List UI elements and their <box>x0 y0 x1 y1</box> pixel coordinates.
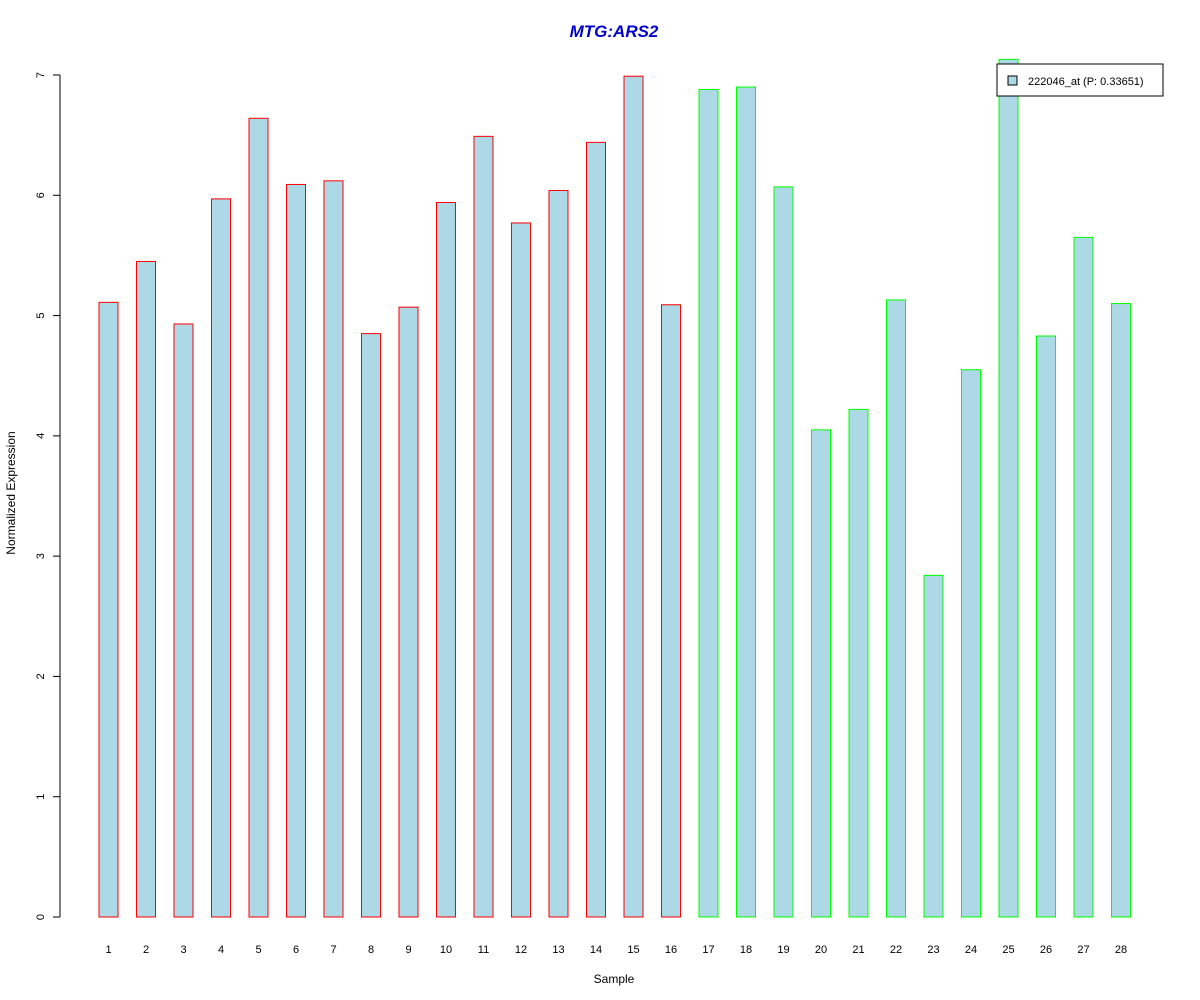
bar-sample-24 <box>961 369 981 918</box>
x-tick-label: 11 <box>478 944 489 956</box>
y-tick-label: 1 <box>35 794 47 800</box>
bar-sample-27 <box>1073 236 1094 918</box>
x-tick-label: 8 <box>368 944 374 956</box>
x-axis-label: Sample <box>594 972 635 986</box>
x-tick-label: 16 <box>665 944 677 956</box>
bar-sample-19 <box>773 186 794 918</box>
x-tick-label: 28 <box>1115 944 1127 956</box>
x-tick-label: 13 <box>552 944 564 956</box>
bar-sample-12 <box>511 222 531 918</box>
legend-label: 222046_at (P: 0.33651) <box>1028 76 1144 88</box>
x-tick-label: 1 <box>105 944 111 956</box>
x-tick-label: 12 <box>515 944 527 956</box>
y-axis-ticks: 0 1 2 3 4 5 6 7 <box>35 72 60 920</box>
y-axis-label: Normalized Expression <box>4 431 18 554</box>
x-tick-label: 18 <box>740 944 752 956</box>
bars-group <box>98 58 1131 918</box>
x-tick-label: 22 <box>890 944 902 956</box>
y-tick-label: 5 <box>35 313 47 319</box>
bar-sample-11 <box>473 135 494 918</box>
bar-sample-9 <box>398 306 419 918</box>
bar-sample-14 <box>586 141 606 918</box>
x-tick-label: 15 <box>627 944 639 956</box>
bar-sample-26 <box>1036 335 1056 918</box>
bar-sample-25 <box>998 58 1019 918</box>
x-tick-label: 23 <box>927 944 939 956</box>
x-tick-label: 5 <box>255 944 261 956</box>
x-tick-label: 20 <box>815 944 827 956</box>
x-tick-label: 17 <box>702 944 714 956</box>
x-tick-label: 14 <box>590 944 602 956</box>
bar-sample-8 <box>361 333 381 918</box>
x-tick-label: 10 <box>440 944 452 956</box>
x-tick-label: 21 <box>852 944 864 956</box>
bar-sample-1 <box>98 301 119 918</box>
legend-swatch <box>1007 75 1018 86</box>
bar-sample-7 <box>323 180 344 918</box>
x-tick-label: 4 <box>218 944 224 956</box>
bar-sample-21 <box>848 408 869 918</box>
y-tick-label: 2 <box>35 673 47 679</box>
y-tick-label: 3 <box>35 553 47 559</box>
x-tick-label: 6 <box>293 944 299 956</box>
legend-box <box>996 63 1164 97</box>
x-tick-label: 19 <box>777 944 789 956</box>
x-tick-label: 25 <box>1002 944 1014 956</box>
chart-title: MTG:ARS2 <box>570 22 659 41</box>
bar-sample-3 <box>173 323 194 918</box>
y-tick-label: 6 <box>35 192 47 198</box>
x-tick-label: 26 <box>1040 944 1052 956</box>
bar-sample-13 <box>548 189 569 918</box>
legend: 222046_at (P: 0.33651) <box>996 63 1164 97</box>
x-tick-label: 7 <box>330 944 336 956</box>
y-tick-label: 4 <box>35 433 47 439</box>
bar-sample-18 <box>736 86 756 918</box>
bar-sample-10 <box>436 202 456 918</box>
x-tick-label: 24 <box>965 944 977 956</box>
bar-sample-22 <box>886 299 906 918</box>
x-tick-label: 9 <box>405 944 411 956</box>
x-axis-tick-labels: 1 2 3 4 5 6 7 8 9 10 11 12 13 14 15 16 17 18 19 20 21 22 23 24 2… <box>105 944 1127 956</box>
bar-sample-28 <box>1111 303 1131 918</box>
y-tick-label: 0 <box>35 914 47 920</box>
bar-sample-20 <box>811 429 831 918</box>
bar-sample-4 <box>211 198 231 918</box>
bar-sample-15 <box>623 75 644 918</box>
y-tick-label: 7 <box>35 72 47 78</box>
bar-sample-17 <box>698 88 719 918</box>
bar-sample-2 <box>136 260 156 918</box>
bar-sample-5 <box>248 117 269 918</box>
bar-sample-16 <box>661 304 681 918</box>
x-tick-label: 3 <box>180 944 186 956</box>
bar-sample-23 <box>923 574 944 918</box>
x-tick-label: 27 <box>1077 944 1089 956</box>
x-tick-label: 2 <box>143 944 149 956</box>
bar-sample-6 <box>286 183 306 918</box>
